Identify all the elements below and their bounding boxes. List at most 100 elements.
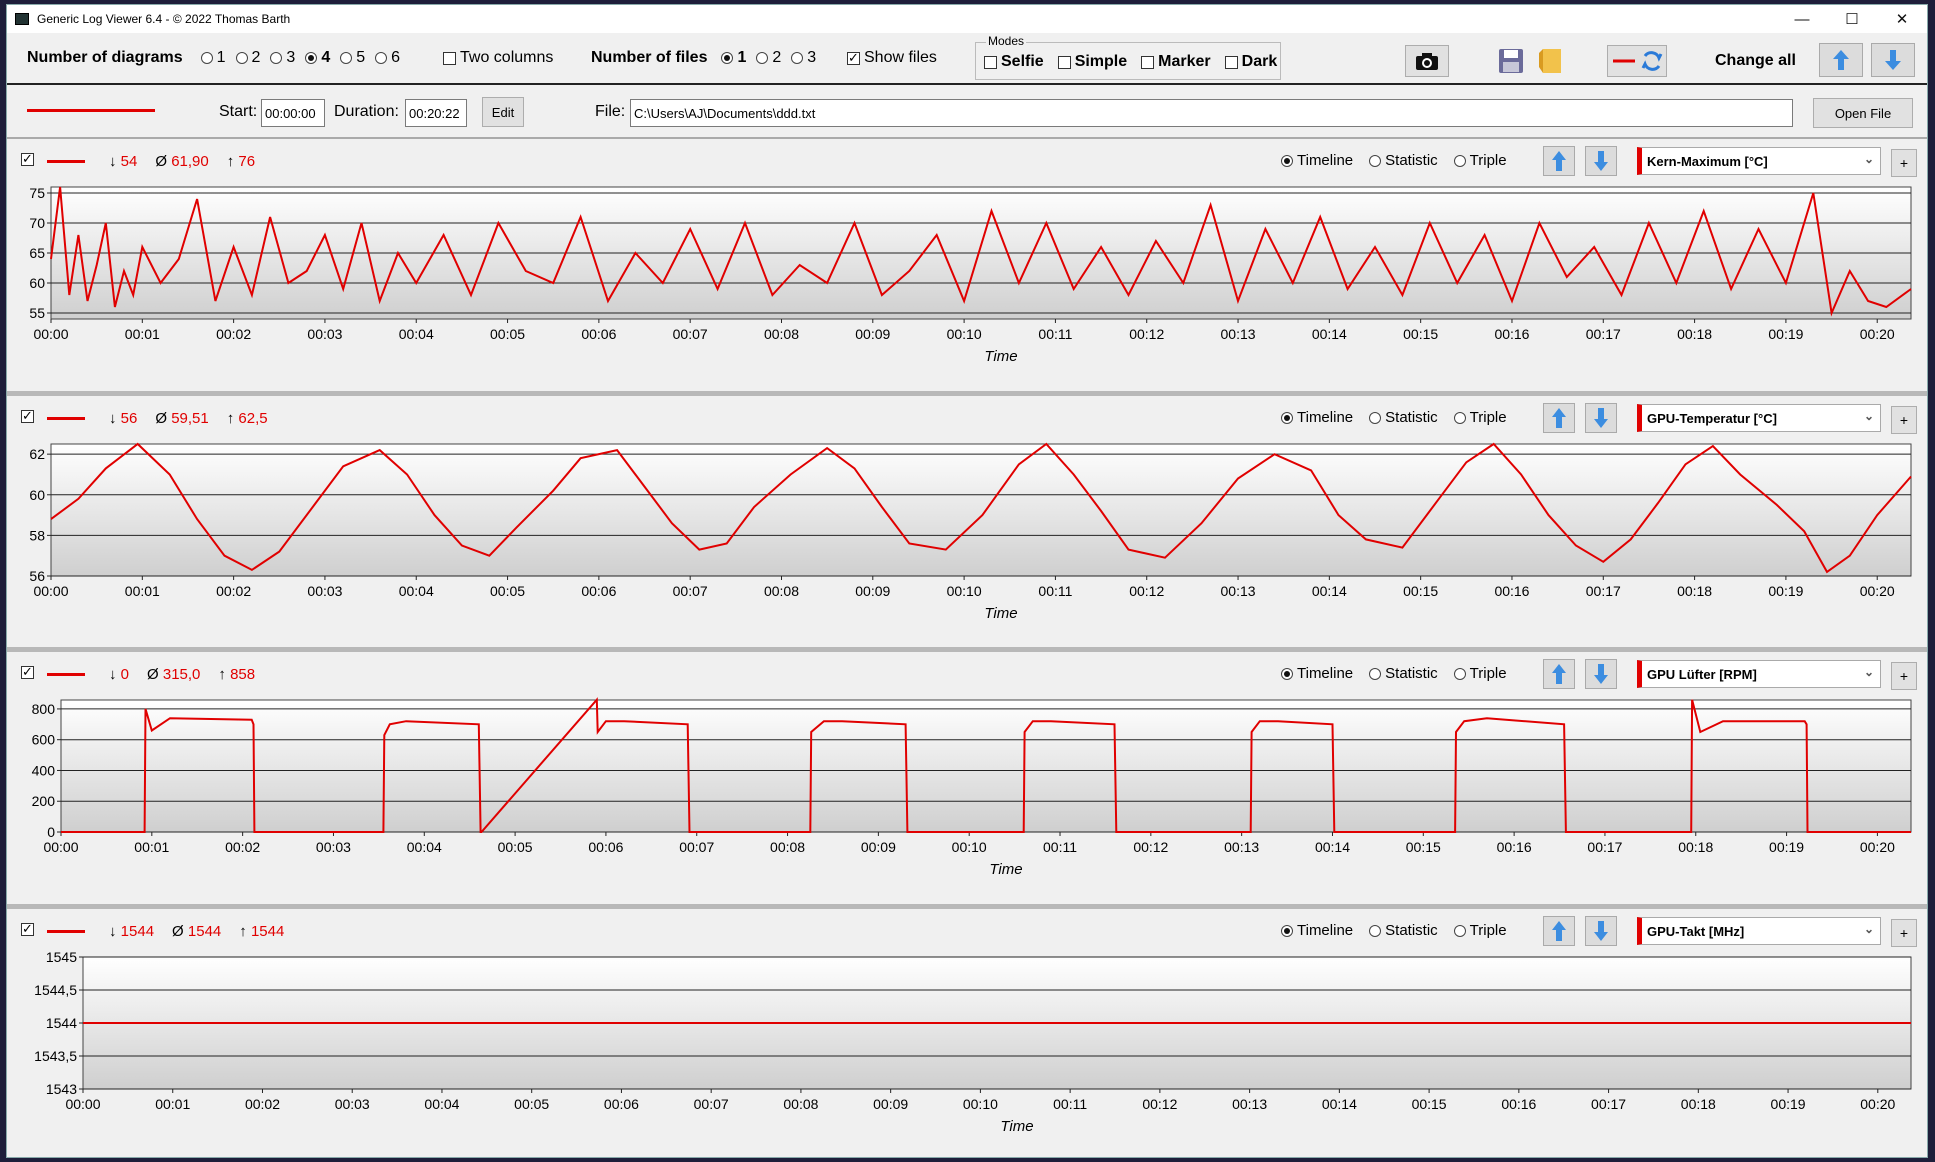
view-option-timeline[interactable]: Timeline: [1271, 922, 1353, 939]
diagram-visible-checkbox[interactable]: [21, 408, 34, 424]
add-series-button[interactable]: +: [1891, 149, 1917, 177]
x-tick-label: 00:06: [588, 839, 623, 855]
view-option-statistic[interactable]: Statistic: [1359, 665, 1438, 682]
diagram-radio[interactable]: [270, 52, 283, 64]
panel-separator[interactable]: [7, 647, 1927, 652]
mode-checkbox[interactable]: [1057, 55, 1071, 69]
view-radio[interactable]: [1369, 924, 1382, 937]
arrow-up-icon: [1552, 151, 1566, 171]
mode-simple[interactable]: Simple: [1050, 53, 1127, 71]
add-series-button[interactable]: +: [1891, 406, 1917, 434]
two-columns-checkbox[interactable]: [443, 51, 456, 65]
move-all-up-button[interactable]: [1819, 43, 1863, 77]
series-color-line[interactable]: [47, 160, 85, 163]
diagram-visible-checkbox[interactable]: [21, 151, 34, 167]
close-button[interactable]: ✕: [1895, 11, 1909, 28]
series-color-line[interactable]: [47, 417, 85, 420]
series-color-line[interactable]: [47, 930, 85, 933]
diagram-option-5[interactable]: 5: [330, 49, 365, 67]
add-series-button[interactable]: +: [1891, 919, 1917, 947]
save-button[interactable]: [1495, 45, 1527, 77]
file-radio[interactable]: [756, 52, 769, 64]
open-file-button[interactable]: Open File: [1813, 98, 1913, 128]
file-option-2[interactable]: 2: [746, 49, 781, 67]
move-up-button[interactable]: [1543, 659, 1575, 689]
view-option-timeline[interactable]: Timeline: [1271, 152, 1353, 169]
mode-marker[interactable]: Marker: [1133, 53, 1211, 71]
move-all-down-button[interactable]: [1871, 43, 1915, 77]
view-option-statistic[interactable]: Statistic: [1359, 152, 1438, 169]
minimize-button[interactable]: —: [1794, 10, 1810, 28]
series-color-line[interactable]: [47, 673, 85, 676]
diagram-radio[interactable]: [340, 52, 353, 64]
diagram-radio[interactable]: [200, 52, 213, 64]
diagram-radio[interactable]: [375, 52, 388, 64]
x-tick-label: 00:05: [498, 839, 533, 855]
diagram-visible-checkbox[interactable]: [21, 664, 34, 680]
move-down-button[interactable]: [1585, 403, 1617, 433]
add-series-button[interactable]: +: [1891, 662, 1917, 690]
diagram-option-1[interactable]: 1: [191, 49, 226, 67]
file-radio[interactable]: [721, 52, 734, 64]
x-axis-label: Time: [984, 605, 1017, 622]
file-path-field[interactable]: C:\Users\AJ\Documents\ddd.txt: [630, 99, 1793, 127]
mode-checkbox[interactable]: [984, 55, 997, 69]
diagram-visible-checkbox[interactable]: [21, 921, 34, 937]
panel-separator[interactable]: [7, 904, 1927, 909]
view-radio[interactable]: [1453, 411, 1466, 424]
diagram-option-4[interactable]: 4: [295, 49, 330, 67]
mode-dark[interactable]: Dark: [1217, 53, 1277, 71]
diagram-option-3[interactable]: 3: [260, 49, 295, 67]
view-option-statistic[interactable]: Statistic: [1359, 922, 1438, 939]
mode-checkbox[interactable]: [1224, 55, 1238, 69]
file-option-1[interactable]: 1: [711, 49, 746, 67]
series-select[interactable]: GPU Lüfter [RPM] ⌄: [1637, 660, 1881, 688]
view-radio[interactable]: [1453, 154, 1466, 167]
screenshot-button[interactable]: [1405, 45, 1449, 77]
diagram-option-2[interactable]: 2: [226, 49, 260, 67]
swap-color-button[interactable]: [1607, 45, 1667, 77]
maximize-button[interactable]: ☐: [1845, 11, 1859, 28]
view-radio[interactable]: [1281, 411, 1293, 424]
view-option-triple[interactable]: Triple: [1444, 665, 1507, 682]
start-label: Start:: [219, 103, 258, 120]
view-option-triple[interactable]: Triple: [1444, 152, 1507, 169]
view-option-timeline[interactable]: Timeline: [1271, 665, 1353, 682]
view-radio[interactable]: [1453, 667, 1466, 680]
diagram-radio[interactable]: [305, 52, 318, 64]
series-select[interactable]: Kern-Maximum [°C] ⌄: [1637, 147, 1881, 175]
file-option-3[interactable]: 3: [781, 49, 816, 67]
file-radio[interactable]: [791, 52, 804, 64]
view-radio[interactable]: [1281, 154, 1293, 167]
view-option-timeline[interactable]: Timeline: [1271, 409, 1353, 426]
view-radio[interactable]: [1369, 411, 1382, 424]
open-folder-button[interactable]: [1535, 45, 1567, 77]
move-up-button[interactable]: [1543, 916, 1575, 946]
two-columns-option[interactable]: Two columns: [435, 49, 553, 67]
series-select[interactable]: GPU-Temperatur [°C] ⌄: [1637, 404, 1881, 432]
edit-button[interactable]: Edit: [482, 97, 524, 127]
move-up-button[interactable]: [1543, 403, 1575, 433]
view-radio[interactable]: [1369, 154, 1382, 167]
move-up-button[interactable]: [1543, 146, 1575, 176]
view-radio[interactable]: [1369, 667, 1382, 680]
series-select[interactable]: GPU-Takt [MHz] ⌄: [1637, 917, 1881, 945]
mode-selfie[interactable]: Selfie: [976, 53, 1044, 71]
view-radio[interactable]: [1281, 924, 1293, 937]
duration-field[interactable]: 00:20:22: [405, 99, 467, 127]
diagram-option-6[interactable]: 6: [365, 49, 400, 67]
view-radio[interactable]: [1281, 667, 1293, 680]
show-files-checkbox[interactable]: [847, 50, 860, 66]
move-down-button[interactable]: [1585, 916, 1617, 946]
move-down-button[interactable]: [1585, 146, 1617, 176]
view-option-triple[interactable]: Triple: [1444, 922, 1507, 939]
view-radio[interactable]: [1453, 924, 1466, 937]
panel-separator[interactable]: [7, 391, 1927, 396]
show-files-option[interactable]: Show files: [839, 49, 937, 67]
start-field[interactable]: 00:00:00: [261, 99, 325, 127]
view-option-triple[interactable]: Triple: [1444, 409, 1507, 426]
diagram-radio[interactable]: [235, 52, 248, 64]
mode-checkbox[interactable]: [1141, 55, 1155, 69]
view-option-statistic[interactable]: Statistic: [1359, 409, 1438, 426]
move-down-button[interactable]: [1585, 659, 1617, 689]
